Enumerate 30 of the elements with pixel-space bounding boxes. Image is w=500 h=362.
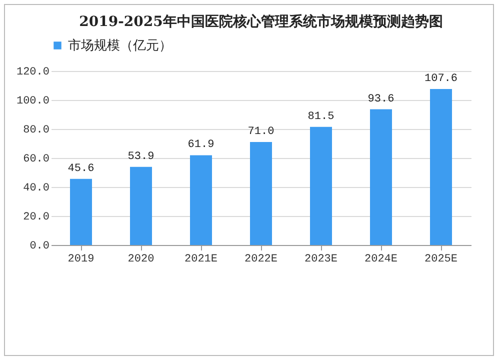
bar bbox=[370, 109, 392, 245]
data-label: 61.9 bbox=[188, 139, 214, 152]
bar bbox=[250, 142, 272, 245]
chart-title: 2019-2025年中国医院核心管理系统市场规模预测趋势图 bbox=[79, 13, 443, 30]
bar bbox=[430, 88, 452, 245]
x-tick-label: 2023E bbox=[304, 254, 338, 266]
bar bbox=[190, 155, 212, 245]
data-label: 71.0 bbox=[248, 126, 274, 138]
data-label: 93.6 bbox=[368, 93, 394, 106]
legend-label: 市场规模（亿元） bbox=[68, 38, 172, 54]
x-tick-label: 2019 bbox=[68, 254, 94, 266]
y-tick-label: 80.0 bbox=[23, 124, 50, 136]
x-tick-label: 2025E bbox=[424, 254, 458, 266]
data-label: 45.6 bbox=[68, 162, 94, 175]
bar bbox=[310, 126, 332, 245]
data-label: 81.5 bbox=[308, 110, 334, 123]
y-tick-label: 120.0 bbox=[16, 66, 50, 78]
x-tick-label: 2024E bbox=[364, 254, 398, 266]
x-tick-label: 2022E bbox=[244, 254, 278, 266]
y-tick-label: 100.0 bbox=[16, 96, 50, 108]
y-tick-label: 40.0 bbox=[23, 182, 50, 194]
data-label: 107.6 bbox=[424, 72, 458, 85]
bar bbox=[130, 166, 152, 245]
data-label: 53.9 bbox=[128, 150, 154, 163]
y-tick-label: 60.0 bbox=[23, 154, 50, 166]
x-tick-label: 2020 bbox=[128, 254, 154, 266]
x-tick-label: 2021E bbox=[184, 254, 218, 266]
bar bbox=[70, 178, 92, 245]
y-tick-label: 20.0 bbox=[23, 212, 50, 224]
y-tick-label: 0.0 bbox=[30, 240, 50, 252]
